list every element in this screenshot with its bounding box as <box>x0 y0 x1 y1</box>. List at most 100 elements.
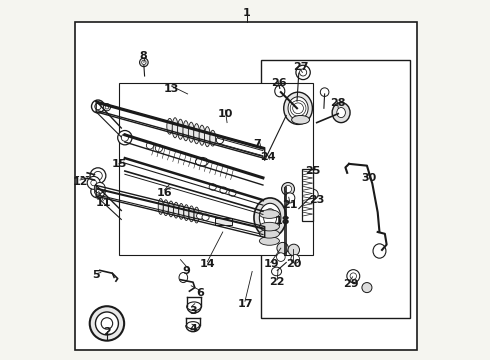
Text: 16: 16 <box>156 188 172 198</box>
Text: 11: 11 <box>96 198 111 208</box>
Bar <box>215 218 232 225</box>
Ellipse shape <box>254 198 286 237</box>
Ellipse shape <box>362 283 372 293</box>
Ellipse shape <box>284 92 313 125</box>
Ellipse shape <box>220 187 227 193</box>
Bar <box>261 60 410 318</box>
Text: 25: 25 <box>305 166 321 176</box>
Ellipse shape <box>210 130 216 146</box>
Ellipse shape <box>277 242 289 254</box>
Text: 13: 13 <box>164 84 179 94</box>
Ellipse shape <box>259 229 279 238</box>
Text: 6: 6 <box>196 288 204 298</box>
Ellipse shape <box>142 60 146 64</box>
Text: 14: 14 <box>199 259 215 269</box>
Text: 18: 18 <box>275 216 291 226</box>
Ellipse shape <box>259 203 281 232</box>
Ellipse shape <box>229 190 236 196</box>
Ellipse shape <box>183 121 189 141</box>
Ellipse shape <box>196 157 208 166</box>
Ellipse shape <box>259 237 279 245</box>
Ellipse shape <box>179 203 184 219</box>
Ellipse shape <box>337 108 345 118</box>
Text: 24: 24 <box>261 152 276 162</box>
Ellipse shape <box>158 199 163 214</box>
Text: 1: 1 <box>243 8 251 18</box>
Ellipse shape <box>216 136 223 144</box>
Ellipse shape <box>91 185 105 198</box>
Text: 19: 19 <box>264 259 280 269</box>
Ellipse shape <box>155 145 163 152</box>
Ellipse shape <box>275 85 285 97</box>
Ellipse shape <box>173 202 179 218</box>
Ellipse shape <box>292 116 310 124</box>
Ellipse shape <box>204 127 210 147</box>
Text: 26: 26 <box>271 78 287 88</box>
Ellipse shape <box>92 100 104 113</box>
Ellipse shape <box>285 185 292 193</box>
Text: 12: 12 <box>73 177 88 187</box>
Text: 2: 2 <box>103 327 111 337</box>
Ellipse shape <box>169 201 173 217</box>
Ellipse shape <box>291 255 299 263</box>
Ellipse shape <box>320 88 329 96</box>
Text: 4: 4 <box>189 324 197 334</box>
Ellipse shape <box>87 176 100 189</box>
Ellipse shape <box>194 124 199 144</box>
Text: 15: 15 <box>112 159 127 169</box>
Ellipse shape <box>350 273 357 279</box>
Ellipse shape <box>163 200 169 216</box>
Ellipse shape <box>290 100 306 116</box>
Ellipse shape <box>105 105 109 109</box>
Ellipse shape <box>282 183 294 195</box>
Text: 28: 28 <box>330 98 346 108</box>
Ellipse shape <box>167 118 172 134</box>
Ellipse shape <box>264 209 276 226</box>
Ellipse shape <box>308 189 318 199</box>
Ellipse shape <box>90 168 106 184</box>
Text: 8: 8 <box>139 51 147 61</box>
Ellipse shape <box>299 69 307 76</box>
Ellipse shape <box>194 207 199 223</box>
Ellipse shape <box>177 119 183 139</box>
Ellipse shape <box>179 273 188 283</box>
Ellipse shape <box>209 184 216 190</box>
Text: 5: 5 <box>92 270 100 280</box>
Ellipse shape <box>188 122 194 142</box>
Ellipse shape <box>103 104 111 111</box>
Ellipse shape <box>95 103 101 110</box>
Ellipse shape <box>147 142 153 149</box>
Text: 27: 27 <box>293 62 308 72</box>
Text: 29: 29 <box>343 279 359 289</box>
Ellipse shape <box>202 214 209 220</box>
Text: 30: 30 <box>361 173 376 183</box>
Ellipse shape <box>347 270 360 283</box>
Ellipse shape <box>276 253 285 261</box>
Ellipse shape <box>187 302 201 311</box>
Text: 20: 20 <box>286 259 301 269</box>
Ellipse shape <box>259 222 279 231</box>
Ellipse shape <box>259 210 279 219</box>
Ellipse shape <box>90 306 124 341</box>
Text: 9: 9 <box>182 266 190 276</box>
Ellipse shape <box>140 58 148 67</box>
Ellipse shape <box>199 125 205 145</box>
Text: 17: 17 <box>237 299 253 309</box>
Ellipse shape <box>296 65 310 80</box>
Ellipse shape <box>122 134 128 141</box>
Ellipse shape <box>196 213 204 219</box>
Bar <box>120 83 313 255</box>
Ellipse shape <box>172 118 178 138</box>
Ellipse shape <box>189 206 194 222</box>
Ellipse shape <box>373 244 386 258</box>
Ellipse shape <box>332 103 350 123</box>
Ellipse shape <box>118 131 132 145</box>
Ellipse shape <box>187 321 199 329</box>
Bar <box>302 169 313 221</box>
Ellipse shape <box>95 183 105 193</box>
Ellipse shape <box>288 244 299 256</box>
Text: 10: 10 <box>218 109 233 119</box>
Ellipse shape <box>101 318 113 329</box>
Text: 3: 3 <box>189 306 197 316</box>
Ellipse shape <box>184 205 189 220</box>
